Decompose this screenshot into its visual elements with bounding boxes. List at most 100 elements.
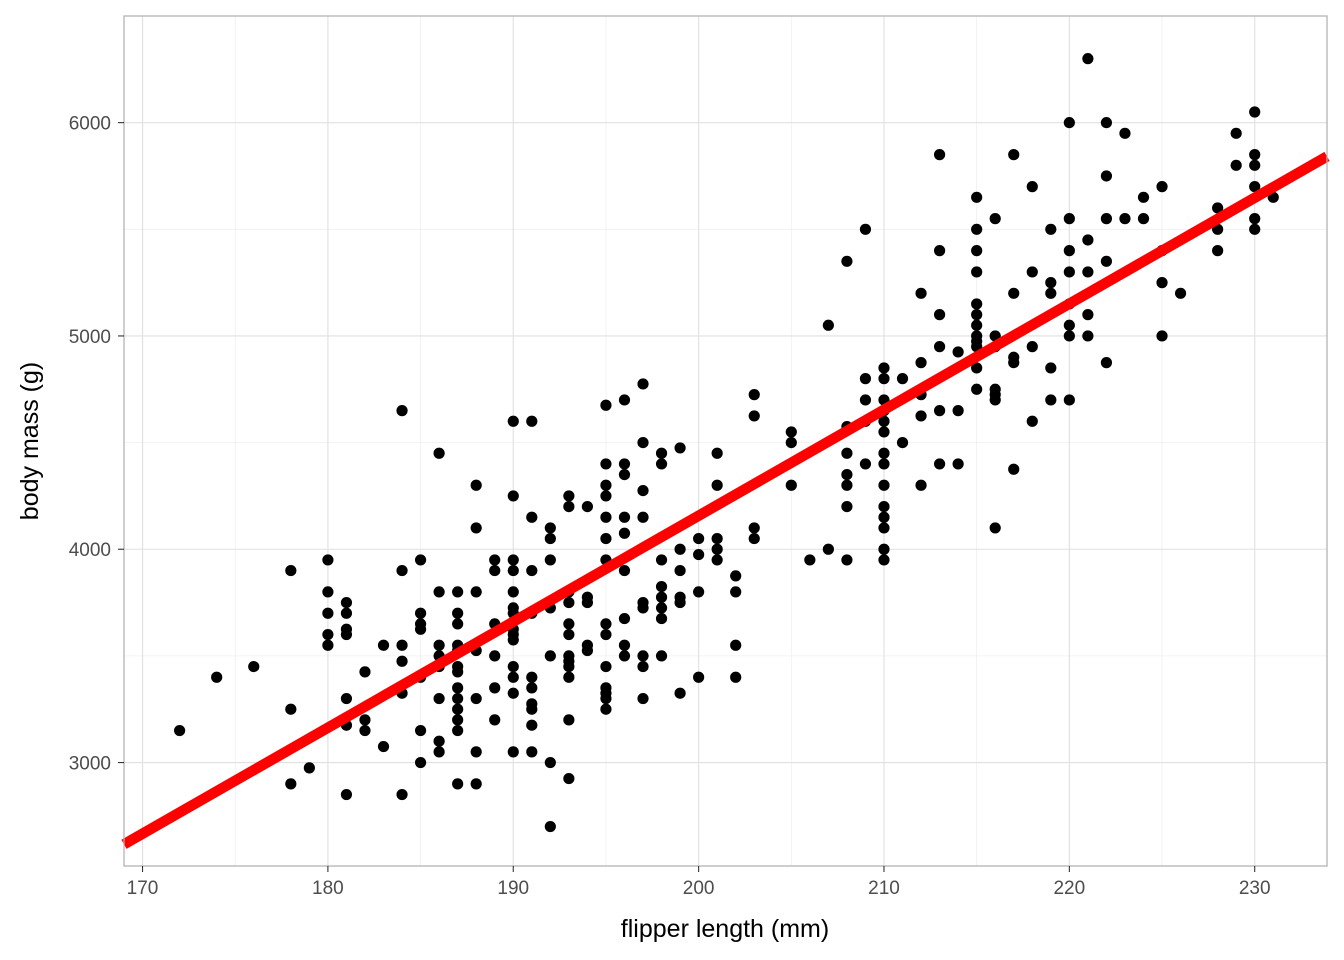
data-point [211,671,223,683]
data-point [377,740,390,753]
data-point [1230,127,1242,139]
data-point [655,554,668,566]
data-point [933,405,946,417]
data-point [359,666,371,678]
data-point [618,511,631,523]
plot-panel-border [123,15,1328,867]
data-point [1137,213,1150,225]
data-point [452,682,464,694]
data-point [674,596,686,609]
y-tick-label: 6000 [69,114,111,135]
data-point [878,458,890,470]
data-point [933,341,946,353]
data-point [748,410,760,422]
regression-line-layer [121,151,1330,849]
data-point [1174,287,1187,299]
data-point [989,213,1001,225]
y-tick-label: 3000 [69,754,111,775]
data-point [470,522,482,534]
data-point [971,245,983,257]
data-point [507,586,519,598]
data-point [526,671,538,683]
data-point [285,778,297,790]
data-point [971,191,983,203]
data-point [1082,234,1094,246]
data-point [285,564,297,577]
data-point [1212,202,1224,214]
data-point [433,586,445,598]
data-point [1082,266,1094,278]
data-point [1063,319,1075,331]
data-point [507,554,519,566]
data-point [340,596,353,609]
data-point [841,500,853,513]
data-point [526,415,538,427]
data-point [600,458,612,470]
data-point [1212,245,1224,257]
x-tick-label: 190 [497,878,529,899]
data-point [544,522,556,534]
data-point [452,607,464,619]
data-point [618,612,631,625]
data-point [1249,106,1261,118]
data-point [804,554,816,566]
data-point [1045,394,1057,406]
data-point [1100,117,1113,129]
data-point [470,778,482,790]
data-point [600,511,612,523]
data-point [526,511,538,523]
data-point [322,639,334,651]
data-point [618,458,631,470]
data-point [470,479,482,491]
data-point [1008,149,1020,161]
x-axis-title: flipper length (mm) [621,915,829,943]
data-point [489,554,501,566]
data-point [841,479,853,491]
data-point [563,671,575,683]
data-point [1156,330,1168,342]
data-point [711,447,723,459]
data-point [915,479,927,491]
data-point [971,362,983,374]
data-point [637,602,649,614]
data-point [526,703,538,715]
data-point [544,820,556,833]
data-point [581,500,594,513]
data-point [878,511,890,523]
data-point [563,714,575,726]
data-point [878,554,890,566]
data-point [878,500,890,513]
data-point [396,405,408,417]
data-point [600,532,612,545]
data-point [1008,357,1020,369]
x-tick-label: 180 [312,878,344,899]
data-point [1249,223,1261,235]
data-point [563,596,575,609]
data-point [748,522,760,534]
data-point [452,666,464,678]
data-point [414,756,427,769]
data-point [489,564,501,577]
data-point [1063,266,1075,278]
data-point [693,548,705,561]
data-point [396,788,408,801]
data-point [452,703,464,715]
data-point [822,543,834,555]
data-point [730,586,742,598]
data-point [952,346,964,358]
data-point [563,490,575,502]
data-point [1156,181,1168,193]
data-point [1249,159,1261,171]
data-point [433,639,445,651]
data-point [526,564,538,577]
data-point [507,564,519,577]
data-point [989,522,1001,534]
data-point [563,660,575,673]
data-point [1100,255,1113,267]
data-point [1063,245,1075,257]
x-tick-label: 210 [868,878,900,899]
data-point [1063,330,1075,342]
data-point [1026,341,1038,353]
data-point [1156,277,1168,289]
data-point [896,373,909,385]
